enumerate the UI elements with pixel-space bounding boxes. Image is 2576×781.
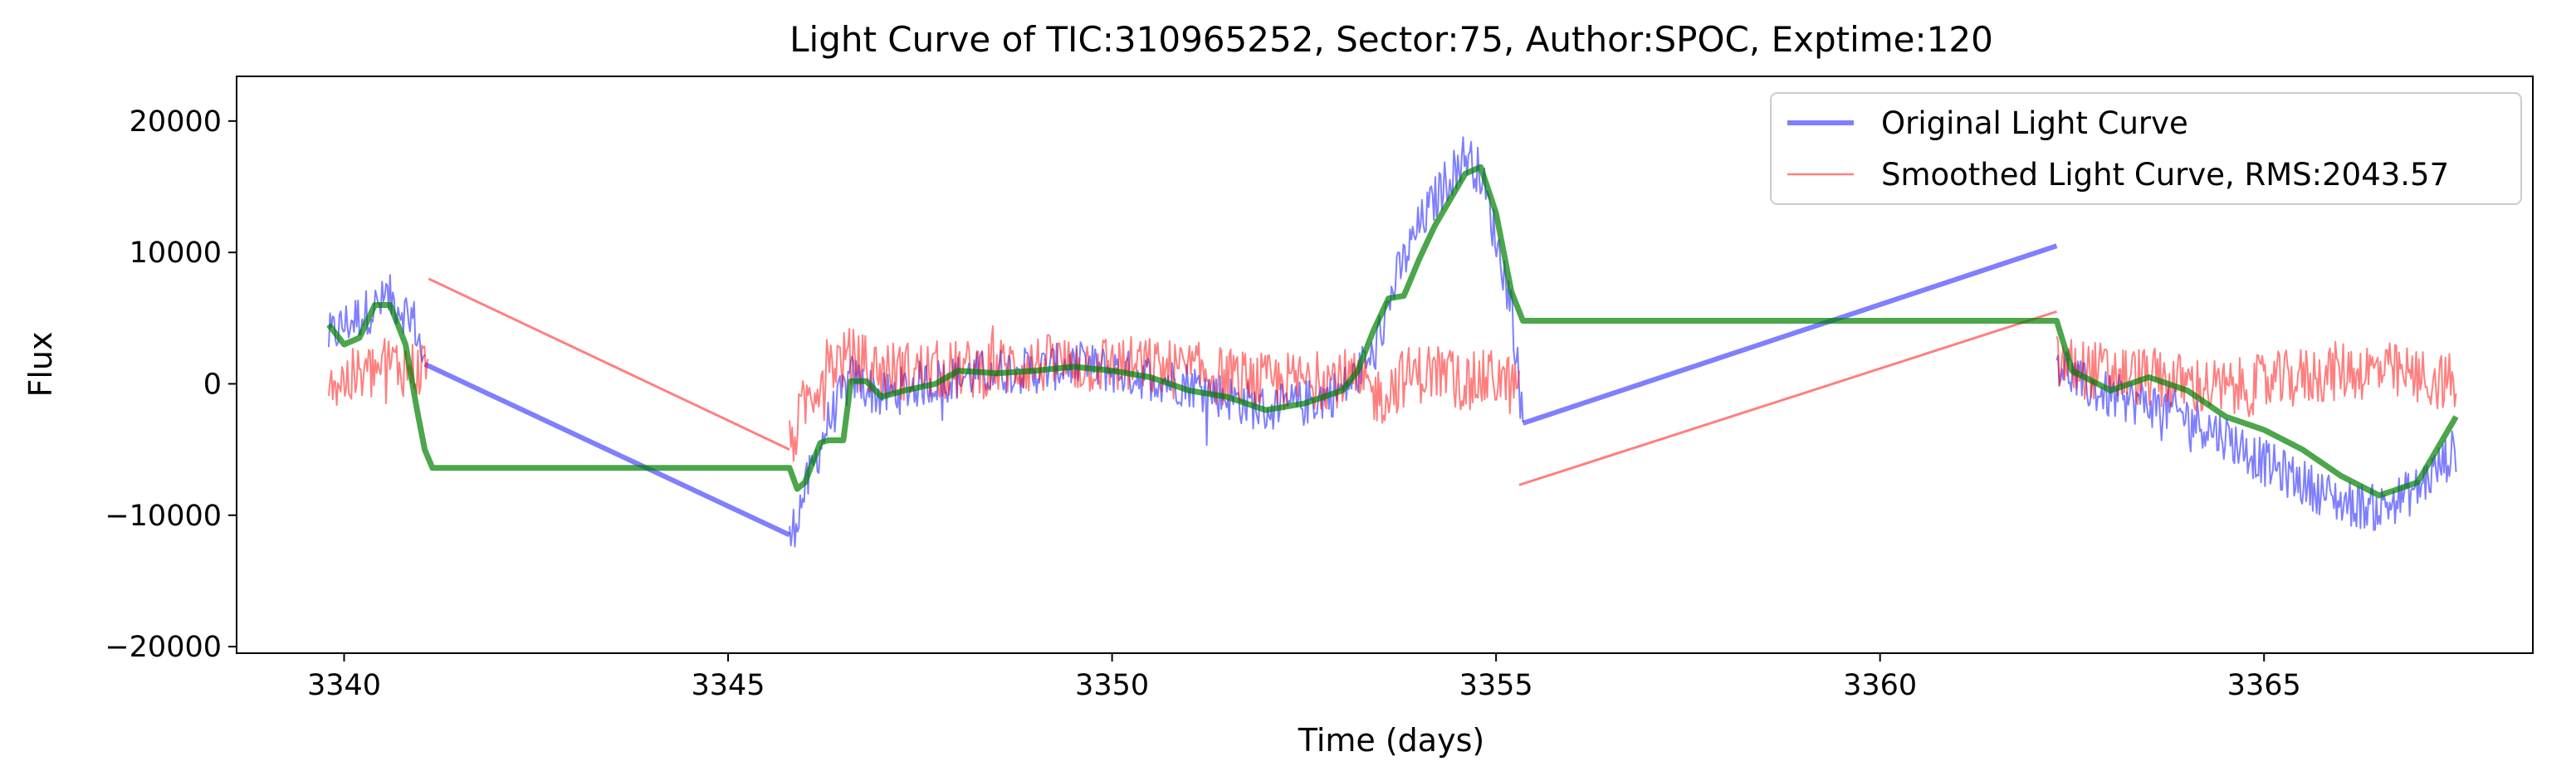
x-tick-label: 3350 [1075,669,1149,702]
legend-label-smoothed: Smoothed Light Curve, RMS:2043.57 [1881,157,2449,193]
y-axis-label: Flux [22,332,59,398]
x-tick-label: 3355 [1459,669,1533,702]
x-tick-label: 3365 [2227,669,2301,702]
smoothing-trend-line [326,164,2459,499]
x-tick-label: 3340 [307,669,381,702]
x-tick-label: 3345 [692,669,765,702]
series-layer [326,136,2459,548]
y-tick-label: 10000 [130,237,222,270]
legend: Original Light Curve Smoothed Light Curv… [1770,92,2522,205]
original-light-curve-line [328,274,426,363]
y-tick-label: 0 [203,368,222,401]
x-axis: 3340 3345 3350 3355 3360 3365 [307,653,2301,702]
y-tick-label: −10000 [105,500,222,533]
y-axis: −20000 −10000 0 10000 20000 [105,105,237,664]
chart-title: Light Curve of TIC:310965252, Sector:75,… [789,19,1993,60]
x-tick-label: 3360 [1843,669,1917,702]
original-light-curve-line [2055,350,2457,531]
original-light-curve-gap-line [423,361,791,538]
plot-area [236,76,2534,654]
smoothed-light-curve-line [328,338,430,406]
legend-box [1770,92,2522,205]
original-light-curve-gap-line [1522,243,2058,426]
y-tick-label: 20000 [130,105,222,139]
x-axis-label: Time (days) [1298,722,1484,759]
plot-frame [236,76,2534,654]
smoothing-trend-series [326,164,2459,499]
smoothed-light-curve-gap-line [428,277,790,451]
y-tick-label: −20000 [105,631,222,664]
smoothed-light-curve-gap-line [1518,310,2057,486]
legend-label-original: Original Light Curve [1881,105,2188,141]
smoothed-light-curve-line [2055,335,2457,417]
